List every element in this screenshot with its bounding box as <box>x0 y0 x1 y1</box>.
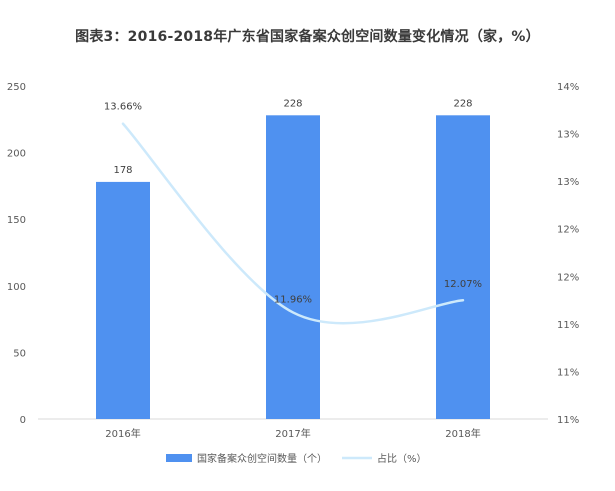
y-left-tick-label: 200 <box>7 149 26 160</box>
y-right-tick-label: 12% <box>557 225 579 236</box>
bar <box>436 115 490 419</box>
y-right-tick-label: 13% <box>557 130 579 141</box>
legend-line-label: 占比（%） <box>377 452 427 465</box>
y-right-tick-label: 13% <box>557 177 579 188</box>
line-value-label: 13.66% <box>104 102 142 113</box>
line-value-label: 12.07% <box>444 279 482 290</box>
y-left-tick-label: 250 <box>7 82 26 93</box>
y-left-tick-label: 50 <box>13 348 26 359</box>
line-value-label: 11.96% <box>274 294 312 305</box>
line-series-path <box>121 122 465 325</box>
y-right-tick-label: 12% <box>557 272 579 283</box>
x-tick-label: 2017年 <box>275 427 310 440</box>
legend-bar-label: 国家备案众创空间数量（个） <box>197 452 327 465</box>
bar-value-label: 178 <box>113 165 132 176</box>
y-right-tick-label: 11% <box>557 367 579 378</box>
bar-value-label: 228 <box>283 98 302 109</box>
y-left-tick-label: 150 <box>7 215 26 226</box>
y-right-tick-label: 11% <box>557 415 579 426</box>
bar <box>96 181 150 419</box>
x-tick-label: 2016年 <box>105 427 140 440</box>
x-tick-label: 2018年 <box>445 427 480 440</box>
y-left-tick-label: 0 <box>20 415 26 426</box>
y-left-tick-label: 100 <box>7 282 26 293</box>
legend-bar-swatch <box>166 454 192 462</box>
y-right-tick-label: 11% <box>557 320 579 331</box>
bar <box>266 115 320 419</box>
bar-value-label: 228 <box>453 98 472 109</box>
y-right-tick-label: 14% <box>557 82 579 93</box>
chart-title: 图表3：2016-2018年广东省国家备案众创空间数量变化情况（家，%） <box>75 29 540 45</box>
